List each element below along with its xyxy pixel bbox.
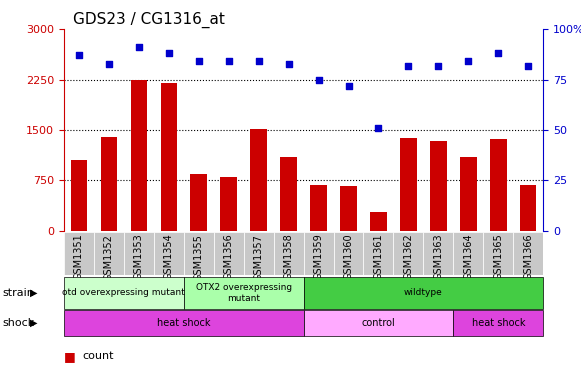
Text: control: control bbox=[361, 318, 395, 328]
Text: GDS23 / CG1316_at: GDS23 / CG1316_at bbox=[74, 12, 225, 28]
Text: shock: shock bbox=[3, 318, 35, 328]
Bar bbox=[131, 80, 147, 231]
Text: GSM1359: GSM1359 bbox=[314, 234, 324, 280]
Text: GSM1365: GSM1365 bbox=[493, 234, 503, 280]
Text: GSM1363: GSM1363 bbox=[433, 234, 443, 280]
Bar bbox=[513, 232, 543, 274]
Bar bbox=[250, 128, 267, 231]
Text: heat shock: heat shock bbox=[157, 318, 210, 328]
Text: OTX2 overexpressing
mutant: OTX2 overexpressing mutant bbox=[196, 283, 292, 303]
Point bbox=[74, 52, 84, 58]
Bar bbox=[303, 232, 333, 274]
Bar bbox=[281, 157, 297, 231]
Text: GSM1356: GSM1356 bbox=[224, 234, 234, 280]
Bar bbox=[101, 137, 117, 231]
Text: ▶: ▶ bbox=[30, 288, 38, 298]
Point bbox=[134, 44, 144, 50]
Text: GSM1364: GSM1364 bbox=[463, 234, 474, 280]
Bar bbox=[220, 177, 237, 231]
Bar bbox=[340, 186, 357, 231]
Text: ■: ■ bbox=[64, 350, 76, 363]
Point bbox=[164, 51, 173, 56]
Text: GSM1354: GSM1354 bbox=[164, 234, 174, 280]
Point bbox=[344, 83, 353, 89]
Point bbox=[194, 59, 203, 64]
Bar bbox=[214, 232, 243, 274]
Point bbox=[523, 63, 533, 68]
Point bbox=[224, 59, 234, 64]
Bar bbox=[191, 173, 207, 231]
Bar bbox=[520, 185, 536, 231]
Bar bbox=[333, 232, 364, 274]
Text: heat shock: heat shock bbox=[472, 318, 525, 328]
Text: wildtype: wildtype bbox=[404, 288, 443, 298]
Text: ▶: ▶ bbox=[30, 318, 38, 328]
Bar bbox=[364, 232, 393, 274]
Text: GSM1361: GSM1361 bbox=[374, 234, 383, 280]
Bar bbox=[243, 232, 274, 274]
Point bbox=[284, 60, 293, 67]
Bar bbox=[124, 232, 154, 274]
Bar bbox=[424, 232, 453, 274]
Bar bbox=[490, 139, 507, 231]
Text: count: count bbox=[83, 351, 114, 361]
Point bbox=[374, 125, 383, 131]
Point bbox=[314, 77, 323, 83]
Point bbox=[104, 60, 113, 67]
Point bbox=[404, 63, 413, 68]
Point bbox=[254, 59, 263, 64]
Bar bbox=[94, 232, 124, 274]
Bar bbox=[430, 141, 447, 231]
Text: otd overexpressing mutant: otd overexpressing mutant bbox=[62, 288, 185, 298]
Point bbox=[494, 51, 503, 56]
Text: GSM1362: GSM1362 bbox=[403, 234, 414, 280]
Bar bbox=[71, 160, 87, 231]
Point bbox=[464, 59, 473, 64]
Bar bbox=[160, 83, 177, 231]
Text: GSM1355: GSM1355 bbox=[193, 234, 204, 281]
Text: strain: strain bbox=[3, 288, 35, 298]
Bar bbox=[154, 232, 184, 274]
Text: GSM1366: GSM1366 bbox=[523, 234, 533, 280]
Bar bbox=[453, 232, 483, 274]
Text: GSM1357: GSM1357 bbox=[254, 234, 264, 281]
Bar bbox=[460, 157, 476, 231]
Bar bbox=[483, 232, 513, 274]
Bar bbox=[393, 232, 424, 274]
Bar bbox=[64, 232, 94, 274]
Text: GSM1360: GSM1360 bbox=[343, 234, 353, 280]
Bar bbox=[274, 232, 303, 274]
Bar bbox=[310, 185, 327, 231]
Point bbox=[434, 63, 443, 68]
Bar bbox=[400, 138, 417, 231]
Text: GSM1353: GSM1353 bbox=[134, 234, 144, 280]
Text: GSM1351: GSM1351 bbox=[74, 234, 84, 280]
Text: GSM1358: GSM1358 bbox=[284, 234, 293, 280]
Bar bbox=[184, 232, 214, 274]
Bar bbox=[370, 212, 387, 231]
Text: GSM1352: GSM1352 bbox=[104, 234, 114, 281]
